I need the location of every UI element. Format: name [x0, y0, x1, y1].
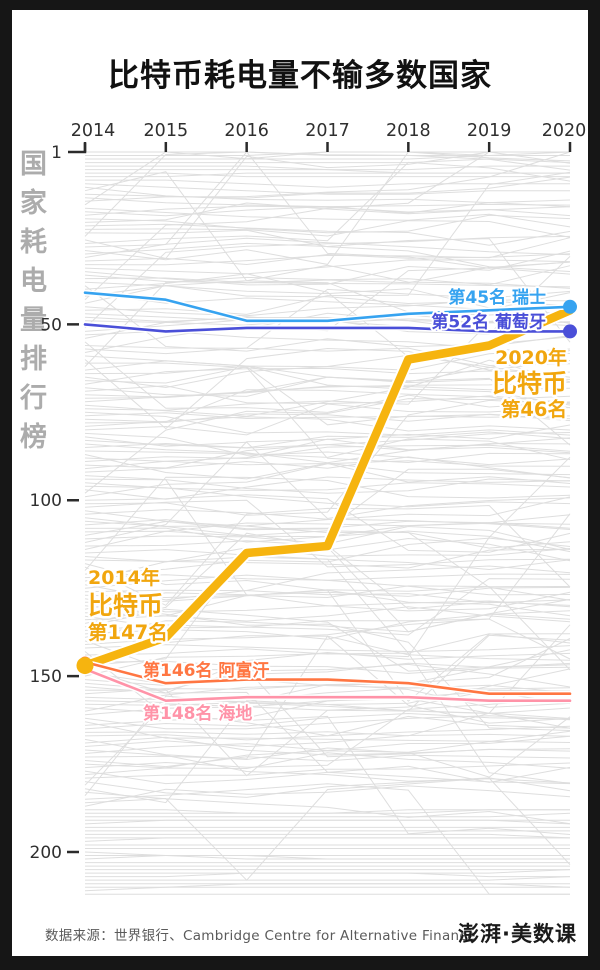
annotation-bitcoin-2014: 第147名 — [88, 621, 168, 644]
highlighted-series — [78, 289, 577, 704]
x-tick-label: 2017 — [305, 121, 350, 141]
bitcoin-start-dot — [76, 657, 94, 675]
series-line-bitcoin — [80, 306, 575, 670]
series-line-portugal — [83, 323, 572, 333]
annotation-afghanistan: 第146名 阿富汗 — [143, 660, 269, 681]
background-country-lines — [84, 151, 571, 895]
x-tick-label: 2016 — [224, 121, 269, 141]
y-tick-label: 150 — [30, 667, 62, 687]
portugal-end-dot — [563, 324, 577, 339]
x-tick-label: 2014 — [71, 121, 116, 141]
annotation-switzerland: 第45名 瑞士 — [448, 287, 546, 308]
annotation-haiti: 第148名 海地 — [143, 703, 252, 724]
annotation-bitcoin-2020: 2020年 — [495, 346, 567, 369]
switzerland-end-dot — [563, 299, 577, 314]
y-axis-title: 国家耗电量排行榜 — [15, 149, 46, 461]
series-line-switzerland — [83, 291, 572, 323]
series-line-afghanistan — [83, 660, 572, 696]
annotation-bitcoin-2020: 比特币 — [492, 369, 567, 398]
x-tick-label: 2015 — [144, 121, 189, 141]
page-title: 比特币耗电量不输多数国家 — [108, 58, 492, 94]
y-tick-label: 200 — [30, 843, 62, 863]
annotation-portugal: 第52名 葡萄牙 — [431, 312, 546, 333]
data-source-note: 数据来源：世界银行、Cambridge Centre for Alternati… — [45, 928, 476, 944]
annotation-bitcoin-2014: 2014年 — [88, 566, 160, 589]
series-line-haiti — [83, 667, 572, 703]
annotation-bitcoin-2020: 第46名 — [501, 398, 567, 421]
annotation-bitcoin-2014: 比特币 — [88, 591, 163, 620]
x-tick-label: 2018 — [386, 121, 431, 141]
y-tick-label: 100 — [30, 491, 62, 511]
brand-logo: 澎湃·美数课 — [458, 922, 577, 946]
x-tick-label: 2020 — [542, 121, 587, 141]
y-tick-label: 1 — [51, 143, 62, 163]
series-dots — [76, 299, 577, 675]
x-tick-label: 2019 — [467, 121, 512, 141]
y-tick-label: 50 — [40, 315, 62, 335]
